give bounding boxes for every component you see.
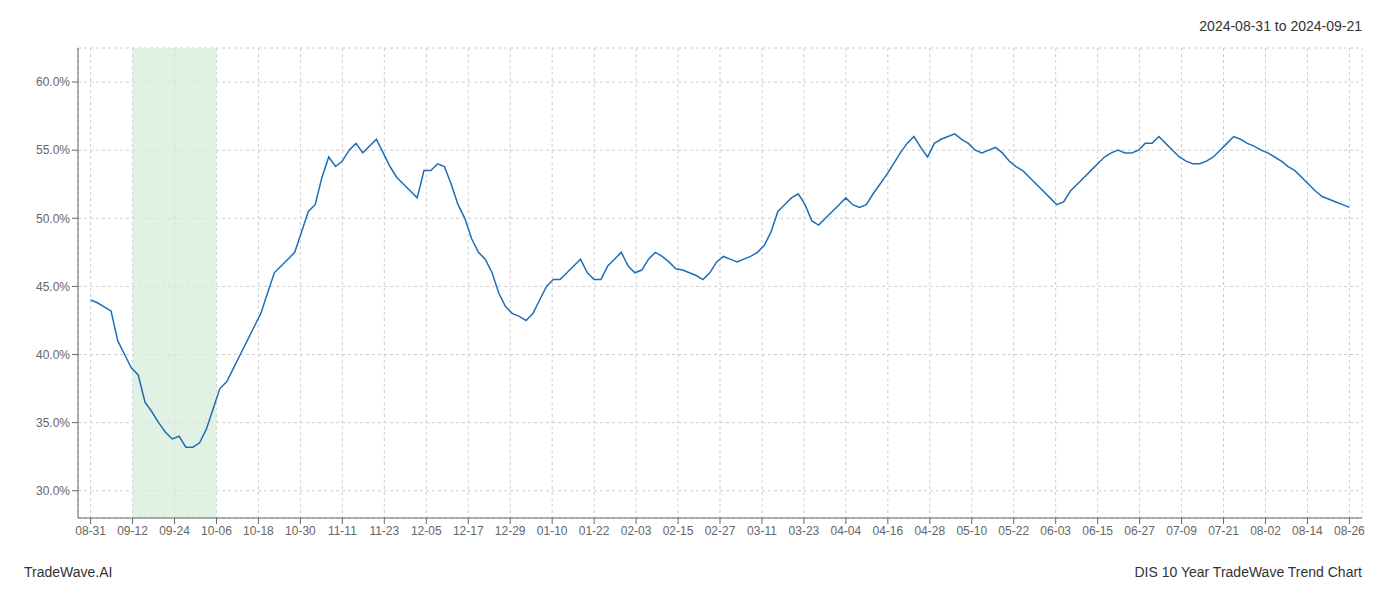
svg-text:08-31: 08-31 xyxy=(75,524,106,538)
svg-text:04-04: 04-04 xyxy=(831,524,862,538)
html-text:2024-08-31 to 2024-09-21: 2024-08-31 to 2024-09-21 xyxy=(1199,18,1362,34)
svg-text:45.0%: 45.0% xyxy=(36,280,70,294)
svg-text:04-28: 04-28 xyxy=(914,524,945,538)
svg-text:10-30: 10-30 xyxy=(285,524,316,538)
svg-text:02-03: 02-03 xyxy=(621,524,652,538)
svg-text:09-12: 09-12 xyxy=(117,524,148,538)
svg-text:50.0%: 50.0% xyxy=(36,212,70,226)
svg-text:06-27: 06-27 xyxy=(1124,524,1155,538)
svg-text:08-14: 08-14 xyxy=(1292,524,1323,538)
html-text:DIS 10 Year TradeWave Trend Ch: DIS 10 Year TradeWave Trend Chart xyxy=(1134,564,1362,580)
svg-text:01-22: 01-22 xyxy=(579,524,610,538)
svg-text:12-05: 12-05 xyxy=(411,524,442,538)
svg-text:55.0%: 55.0% xyxy=(36,143,70,157)
svg-text:06-15: 06-15 xyxy=(1082,524,1113,538)
svg-text:09-24: 09-24 xyxy=(159,524,190,538)
svg-text:03-23: 03-23 xyxy=(789,524,820,538)
svg-text:11-11: 11-11 xyxy=(328,524,357,538)
svg-text:40.0%: 40.0% xyxy=(36,348,70,362)
svg-text:05-10: 05-10 xyxy=(956,524,987,538)
html-text:TradeWave.AI: TradeWave.AI xyxy=(24,564,113,580)
svg-text:05-22: 05-22 xyxy=(998,524,1029,538)
svg-text:08-26: 08-26 xyxy=(1334,524,1365,538)
svg-text:02-15: 02-15 xyxy=(663,524,694,538)
svg-text:60.0%: 60.0% xyxy=(36,75,70,89)
svg-text:11-23: 11-23 xyxy=(369,524,399,538)
svg-text:06-03: 06-03 xyxy=(1040,524,1071,538)
svg-text:07-09: 07-09 xyxy=(1166,524,1197,538)
svg-text:35.0%: 35.0% xyxy=(36,416,70,430)
svg-text:10-18: 10-18 xyxy=(243,524,274,538)
svg-text:12-17: 12-17 xyxy=(453,524,484,538)
svg-text:04-16: 04-16 xyxy=(872,524,903,538)
svg-text:01-10: 01-10 xyxy=(537,524,568,538)
svg-text:03-11: 03-11 xyxy=(747,524,777,538)
svg-text:08-02: 08-02 xyxy=(1250,524,1281,538)
svg-text:30.0%: 30.0% xyxy=(36,484,70,498)
svg-text:10-06: 10-06 xyxy=(201,524,232,538)
svg-text:07-21: 07-21 xyxy=(1208,524,1239,538)
svg-text:12-29: 12-29 xyxy=(495,524,526,538)
svg-text:02-27: 02-27 xyxy=(705,524,736,538)
